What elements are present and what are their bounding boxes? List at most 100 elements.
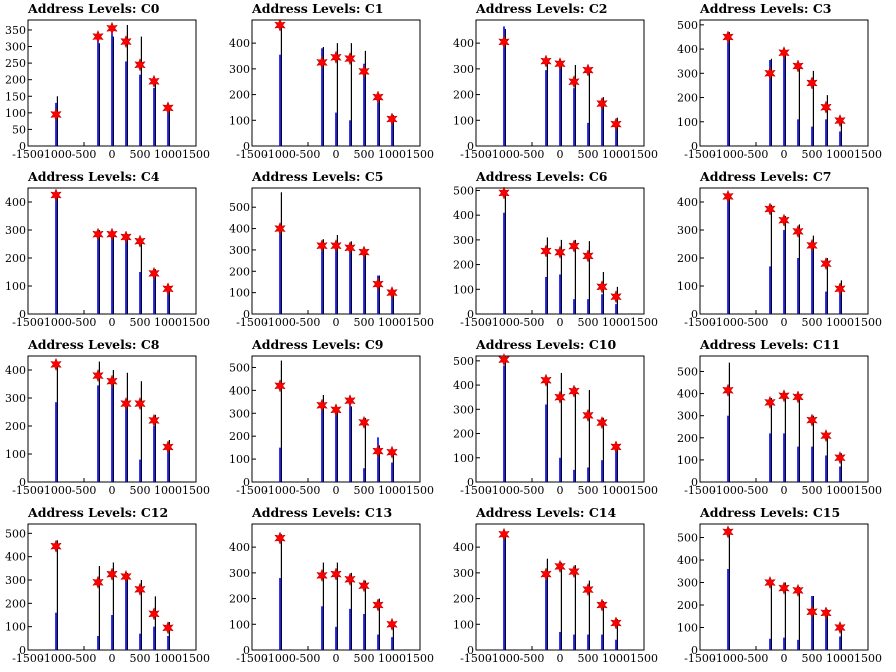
level-marker	[764, 575, 776, 590]
chart-title: Address Levels: C3	[699, 1, 832, 16]
level-marker	[50, 107, 62, 122]
level-marker	[372, 444, 384, 458]
level-marker	[582, 249, 594, 263]
level-marker	[778, 46, 790, 60]
chart-title: Address Levels: C4	[27, 169, 160, 184]
chart-panel: Address Levels: C8 0 100 200 300 400 -1500-100…	[5, 337, 210, 497]
level-marker	[148, 74, 160, 88]
y-tick-label: 500	[5, 527, 26, 540]
y-tick-label: 0	[243, 308, 250, 321]
x-tick-label: -1500	[236, 316, 268, 329]
y-tick-label: 0	[243, 644, 250, 657]
level-marker	[610, 440, 622, 454]
level-marker	[358, 245, 370, 259]
x-tick-label: -500	[744, 484, 769, 497]
level-marker	[50, 539, 62, 553]
y-tick-label: 200	[453, 428, 474, 441]
level-marker	[792, 583, 804, 598]
x-tick-label: 500	[354, 652, 375, 665]
x-tick-label: 500	[578, 148, 599, 161]
chart-panel: Address Levels: C10 0 100 200 300 400 500 -1500…	[453, 337, 658, 497]
x-tick-label: -1000	[40, 652, 72, 665]
level-marker	[596, 280, 608, 294]
x-tick-label: 500	[578, 484, 599, 497]
x-tick-label: -1000	[264, 148, 296, 161]
x-tick-label: 500	[130, 316, 151, 329]
level-marker	[722, 30, 734, 44]
chart-panel: Address Levels: C0 0 50 100 150 200 250 300 350 -…	[5, 1, 210, 161]
chart-title: Address Levels: C10	[475, 337, 617, 352]
chart-title: Address Levels: C1	[251, 1, 384, 16]
y-tick-label: 50	[12, 123, 26, 136]
level-marker	[386, 445, 398, 459]
level-marker	[820, 256, 832, 271]
y-tick-label: 500	[453, 184, 474, 197]
level-marker	[778, 581, 790, 595]
level-marker	[540, 567, 552, 581]
y-tick-label: 300	[677, 410, 698, 423]
y-tick-label: 100	[229, 453, 250, 466]
level-marker	[106, 21, 118, 35]
x-tick-label: -1000	[264, 484, 296, 497]
y-tick-label: 500	[229, 201, 250, 214]
x-tick-label: 0	[333, 484, 340, 497]
level-marker	[582, 63, 594, 77]
chart-panel: Address Levels: C2 0 100 200 300 400 -1500-100…	[453, 1, 658, 161]
y-tick-label: 200	[5, 252, 26, 265]
x-tick-label: 0	[109, 148, 116, 161]
y-tick-label: 300	[453, 567, 474, 580]
x-tick-label: 0	[333, 652, 340, 665]
y-tick-label: 300	[229, 244, 250, 257]
y-tick-label: 500	[677, 532, 698, 545]
x-tick-label: 500	[130, 652, 151, 665]
x-tick-label: 1500	[406, 652, 434, 665]
x-tick-label: 0	[557, 148, 564, 161]
y-tick-label: 200	[229, 430, 250, 443]
y-tick-label: 0	[467, 308, 474, 321]
y-tick-label: 100	[453, 452, 474, 465]
level-marker	[792, 390, 804, 404]
x-tick-label: -500	[72, 316, 97, 329]
x-tick-label: -1500	[236, 484, 268, 497]
x-tick-label: 500	[802, 316, 823, 329]
level-marker	[806, 605, 818, 619]
y-tick-label: 200	[453, 593, 474, 606]
level-marker	[610, 616, 622, 630]
y-tick-label: 0	[691, 140, 698, 153]
chart-panel: Address Levels: C60100200300400500-1500-…	[453, 169, 658, 329]
level-marker	[498, 352, 510, 367]
y-tick-label: 300	[453, 403, 474, 416]
y-tick-label: 200	[453, 259, 474, 272]
x-tick-label: -1500	[684, 148, 716, 161]
level-marker	[386, 617, 398, 631]
x-tick-label: -1500	[684, 484, 716, 497]
level-marker	[792, 59, 804, 73]
chart-panel: Address Levels: C1 0 100 200 300 400 -1500-100…	[229, 1, 434, 161]
y-tick-label: 400	[229, 37, 250, 50]
level-marker	[386, 112, 398, 126]
x-tick-label: -1000	[488, 316, 520, 329]
y-tick-label: 500	[677, 365, 698, 378]
y-tick-label: 500	[677, 19, 698, 32]
x-tick-label: 1000	[602, 316, 630, 329]
level-marker	[316, 239, 328, 253]
x-tick-label: 1000	[826, 652, 854, 665]
chart-title: Address Levels: C11	[699, 337, 840, 352]
level-marker	[92, 575, 104, 589]
chart-panel: Address Levels: C12 0 100 200 300 400 500 -1500…	[5, 505, 210, 665]
y-tick-label: 200	[453, 89, 474, 102]
y-tick-label: 300	[453, 63, 474, 76]
level-marker	[92, 29, 104, 44]
x-tick-label: -500	[744, 652, 769, 665]
y-tick-label: 0	[467, 476, 474, 489]
level-marker	[330, 239, 342, 253]
x-tick-label: 1500	[406, 316, 434, 329]
level-marker	[820, 606, 832, 620]
y-tick-label: 400	[5, 196, 26, 209]
x-tick-label: -500	[72, 652, 97, 665]
y-tick-label: 400	[453, 209, 474, 222]
x-tick-label: 1500	[854, 316, 882, 329]
level-marker	[316, 55, 328, 70]
x-tick-label: -1000	[488, 484, 520, 497]
x-tick-label: -1500	[460, 316, 492, 329]
